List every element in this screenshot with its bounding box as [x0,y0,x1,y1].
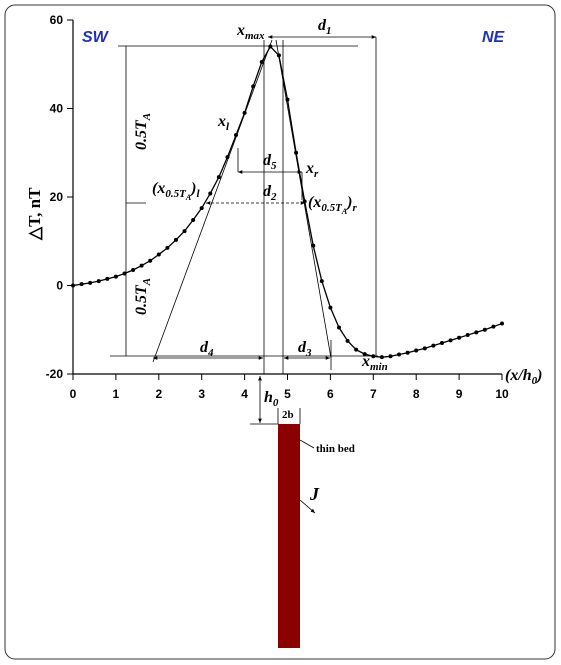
y-tick-label: -20 [46,367,64,381]
data-point [156,252,161,257]
data-point [96,279,101,284]
x-tick-label: 0 [70,387,77,401]
data-point [79,282,84,287]
data-point [139,263,144,268]
data-point [276,53,281,58]
y-axis-title: △T, nT [25,187,44,241]
data-point [397,352,402,357]
thin-bed [278,424,300,648]
x-tick-label: 1 [113,387,120,401]
data-point [362,352,367,357]
annotation: (x0.5TA)l [152,180,200,202]
annotation: 0.5TA [133,278,153,315]
data-point [216,175,221,180]
x-tick-label: 6 [327,387,334,401]
data-point [71,283,75,288]
data-point [199,206,204,211]
annotation: d5 [263,152,277,172]
data-point [354,347,359,352]
y-tick-label: 0 [56,279,63,293]
data-point [105,276,110,281]
data-point [474,330,479,335]
x-tick-label: 7 [370,387,377,401]
data-point [268,44,273,49]
frame [4,4,556,660]
data-point [165,245,170,250]
annotation: thin bed [316,443,355,455]
data-point [122,271,127,276]
annotation: J [309,484,320,504]
x-tick-label: 10 [495,387,509,401]
region-label: NE [482,29,506,46]
annotation: xmax [236,22,265,42]
x-axis-title: (x/h0) [505,367,543,387]
data-point [448,338,453,343]
data-point [208,191,213,196]
annotation: 2b [282,409,294,421]
data-point [191,218,196,223]
data-point [414,348,419,353]
x-tick-label: 3 [198,387,205,401]
data-point [173,237,178,242]
data-point [328,305,333,310]
data-point [242,110,247,115]
data-point [259,60,264,65]
annotation: d4 [200,339,214,359]
annotation: d1 [318,17,332,37]
data-point [405,350,410,355]
data-point [182,229,187,234]
data-point [422,346,427,351]
annotation: d2 [263,183,277,203]
annotation: xmin [361,353,388,373]
data-point [294,150,299,155]
y-tick-label: 60 [50,13,64,27]
data-point [336,325,341,330]
annotation: d3 [298,339,312,359]
data-point [431,343,436,348]
data-point [500,321,504,326]
y-tick-label: 40 [50,102,64,116]
data-point [319,279,324,284]
annotation: xr [305,160,319,180]
annotation: (x0.5TA)r [308,194,357,216]
data-point [465,333,470,338]
data-point [302,199,307,204]
data-point [225,155,230,160]
y-tick-label: 20 [50,190,64,204]
data-point [311,243,316,248]
x-tick-label: 4 [241,387,248,401]
data-point [234,133,239,138]
data-point [371,354,376,359]
annotation: 0.5TA [133,113,153,150]
data-point [439,341,444,346]
data-point [482,327,487,332]
data-point [251,84,256,89]
annotation: h0 [264,389,279,409]
annotation: xl [217,113,230,133]
data-point [285,97,290,102]
data-point [131,268,136,273]
data-point [379,355,384,360]
data-point [457,335,462,340]
data-point [491,324,496,329]
x-tick-label: 8 [413,387,420,401]
data-point [148,258,153,263]
data-point [388,354,393,359]
data-point [345,338,350,343]
x-tick-label: 2 [155,387,162,401]
data-point [88,280,93,285]
construction-lines [110,35,378,514]
x-tick-label: 5 [284,387,291,401]
region-label: SW [82,29,110,46]
data-point [113,274,118,279]
x-tick-label: 9 [456,387,463,401]
